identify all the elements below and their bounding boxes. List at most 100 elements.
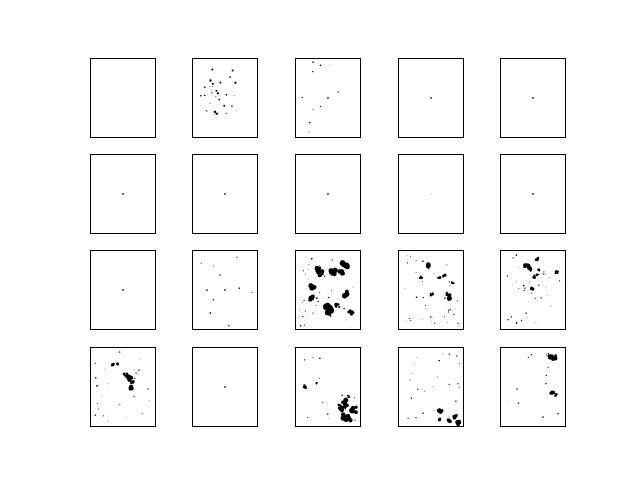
speck: [94, 414, 96, 416]
speck: [558, 280, 561, 282]
speck: [517, 402, 520, 404]
speck: [319, 265, 320, 267]
speck: [303, 299, 305, 302]
speck: [319, 357, 321, 360]
center-dot: [224, 289, 226, 291]
panel-r2-c5: [500, 154, 566, 234]
speck: [203, 94, 206, 97]
speck: [456, 300, 458, 302]
panel-r2-c4: [398, 154, 464, 234]
blob: [349, 405, 358, 415]
speck: [549, 277, 551, 278]
speck: [228, 325, 230, 327]
speck: [133, 395, 135, 397]
blob: [339, 260, 350, 270]
panel-image: [532, 97, 534, 99]
speck: [322, 401, 324, 403]
speck: [420, 275, 422, 277]
speck: [205, 110, 207, 112]
panel-r1-c2: [192, 58, 258, 138]
speck: [442, 353, 444, 355]
speck: [135, 372, 137, 374]
speck: [352, 286, 354, 288]
speck: [448, 383, 450, 386]
speck: [523, 286, 524, 288]
speck: [527, 356, 529, 359]
speck: [346, 319, 347, 321]
speck: [138, 369, 140, 371]
speck: [415, 271, 417, 273]
panel-r1-c4: [398, 58, 464, 138]
center-dot: [327, 97, 329, 99]
speck: [512, 284, 513, 286]
blob: [327, 307, 335, 315]
speck: [547, 366, 549, 368]
speck: [524, 287, 526, 289]
speck: [336, 269, 338, 271]
speck: [96, 402, 98, 405]
speck: [330, 290, 332, 292]
speck: [437, 376, 439, 378]
speck: [410, 397, 413, 399]
panel-r1-c1: [90, 58, 156, 138]
speck: [213, 110, 217, 114]
speck: [529, 280, 531, 282]
panel-image: [200, 256, 253, 327]
speck: [107, 383, 109, 385]
center-dot: [532, 193, 534, 195]
speck: [456, 355, 458, 357]
speck: [344, 418, 346, 420]
speck: [337, 91, 339, 93]
speck: [211, 92, 213, 94]
speck: [444, 297, 446, 299]
panel-r4-c1: [90, 347, 156, 427]
blob: [442, 273, 447, 278]
speck: [338, 307, 340, 309]
speck: [319, 292, 321, 294]
blob: [532, 274, 536, 279]
blob: [537, 268, 541, 272]
panel-image: [224, 386, 226, 388]
speck: [209, 79, 212, 82]
blob: [334, 302, 341, 308]
speck: [233, 95, 235, 97]
speck: [458, 325, 460, 327]
speck: [547, 295, 548, 297]
blob: [446, 296, 453, 302]
speck: [406, 262, 409, 264]
speck: [223, 104, 226, 107]
speck: [516, 281, 517, 283]
speck: [447, 311, 449, 313]
blob: [130, 380, 135, 385]
speck: [422, 412, 424, 414]
speck: [307, 314, 308, 316]
speck: [311, 70, 314, 73]
speck: [340, 413, 342, 415]
panel-image: [532, 193, 534, 195]
panel-r4-c4: [398, 347, 464, 427]
speck: [447, 321, 449, 323]
blob: [535, 273, 540, 277]
speck: [446, 264, 448, 266]
speck: [307, 278, 309, 280]
speck: [547, 353, 550, 355]
speck: [304, 310, 306, 312]
panel-image: [327, 193, 329, 195]
speck: [410, 319, 412, 321]
speck: [346, 291, 349, 294]
speck: [543, 273, 545, 275]
blob: [455, 419, 462, 426]
speck: [220, 95, 221, 96]
speck: [432, 386, 433, 387]
speck: [537, 284, 540, 286]
speck: [147, 388, 149, 390]
center-dot: [430, 97, 432, 99]
speck: [119, 404, 121, 406]
speck: [545, 382, 547, 385]
speck: [107, 420, 108, 422]
speck: [125, 417, 127, 419]
speck: [540, 297, 542, 299]
speck: [308, 264, 310, 265]
speck: [425, 304, 427, 306]
